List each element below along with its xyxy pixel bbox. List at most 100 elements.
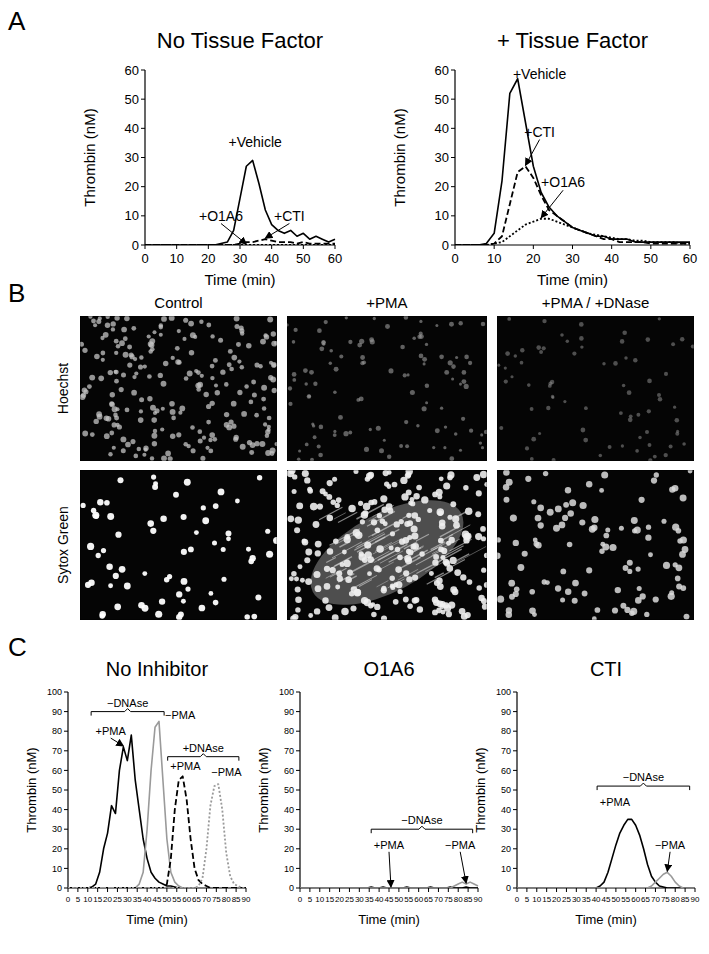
cell (93, 323, 97, 327)
x-tick (107, 888, 108, 892)
series-label: −PMA (445, 839, 476, 851)
cell (139, 409, 143, 413)
cell (339, 354, 343, 358)
cell (403, 597, 409, 603)
cell (199, 320, 203, 324)
cell (417, 606, 423, 612)
cell (304, 382, 307, 385)
cell (318, 453, 323, 458)
cell (509, 594, 515, 600)
x-tick (468, 888, 469, 892)
cell (298, 449, 301, 452)
cell (520, 348, 524, 352)
cell (324, 320, 328, 324)
cell (163, 361, 169, 367)
cell (506, 479, 513, 486)
x-tick (494, 245, 495, 249)
y-tick (296, 848, 300, 849)
cell (370, 339, 375, 344)
cell (680, 495, 687, 502)
cell (310, 503, 318, 511)
y-tick (513, 790, 517, 791)
cell (94, 354, 100, 360)
cell (503, 470, 510, 476)
x-tick (87, 888, 88, 892)
y-tick (141, 128, 145, 129)
cell (226, 536, 231, 541)
cell (348, 340, 352, 344)
y-tick-label: 40 (501, 805, 511, 815)
cell (143, 446, 148, 451)
net-fiber (416, 555, 435, 565)
x-tick-label: 70 (651, 895, 660, 904)
micrograph-frame (497, 470, 694, 620)
cell (441, 548, 447, 554)
cell (422, 357, 427, 362)
cell (305, 443, 309, 447)
cell (661, 519, 666, 524)
y-tick (451, 99, 455, 100)
y-tick-label: 60 (501, 766, 511, 776)
x-tick-label: 35 (582, 895, 591, 904)
x-tick (349, 888, 350, 892)
cell (302, 539, 309, 546)
cell (615, 587, 621, 593)
x-tick-label: 20 (526, 251, 540, 266)
series-line (145, 239, 335, 245)
x-tick-label: 75 (444, 895, 453, 904)
cell (99, 611, 105, 617)
cell (432, 446, 435, 449)
cell (410, 390, 415, 395)
cell (497, 596, 504, 603)
x-axis-label: Time (min) (204, 271, 275, 288)
cell (406, 489, 412, 495)
cell (344, 534, 350, 540)
x-tick-label: 65 (641, 895, 650, 904)
cell (114, 416, 119, 421)
cell (319, 346, 324, 351)
cell (395, 566, 402, 573)
cell (149, 342, 155, 348)
cell (347, 570, 353, 576)
cell (109, 402, 115, 408)
x-tick-label: 30 (565, 251, 579, 266)
cell (370, 602, 375, 607)
x-tick-label: 20 (201, 251, 215, 266)
x-tick-label: 80 (671, 895, 680, 904)
arrow (667, 852, 670, 872)
cell (288, 386, 292, 390)
cell (98, 375, 104, 381)
cell (200, 456, 205, 461)
cell (513, 540, 519, 546)
cell (505, 351, 510, 356)
cell (82, 431, 88, 437)
cell (658, 397, 663, 402)
net-fiber (457, 554, 470, 561)
x-tick (186, 888, 187, 892)
y-tick (64, 692, 68, 693)
series-label: +CTI (274, 208, 305, 224)
cell (273, 537, 277, 544)
cell (349, 591, 355, 597)
cell (399, 519, 404, 524)
cell (248, 559, 254, 565)
y-tick (296, 711, 300, 712)
cell (628, 417, 633, 422)
group-label: +DNAse (183, 742, 224, 754)
cell (131, 390, 137, 396)
x-tick-label: 30 (123, 895, 132, 904)
cell (450, 557, 457, 564)
x-tick-label: 30 (233, 251, 247, 266)
cell (579, 519, 585, 525)
x-tick (650, 245, 651, 249)
cell (359, 339, 364, 344)
cell (332, 477, 337, 482)
x-tick-label: 40 (264, 251, 278, 266)
cell (227, 362, 232, 367)
cell (196, 370, 201, 375)
cell (497, 537, 501, 542)
y-tick-label: 50 (501, 785, 511, 795)
cell (482, 604, 487, 610)
cell (537, 505, 544, 512)
series-label: +PMA (170, 760, 201, 772)
